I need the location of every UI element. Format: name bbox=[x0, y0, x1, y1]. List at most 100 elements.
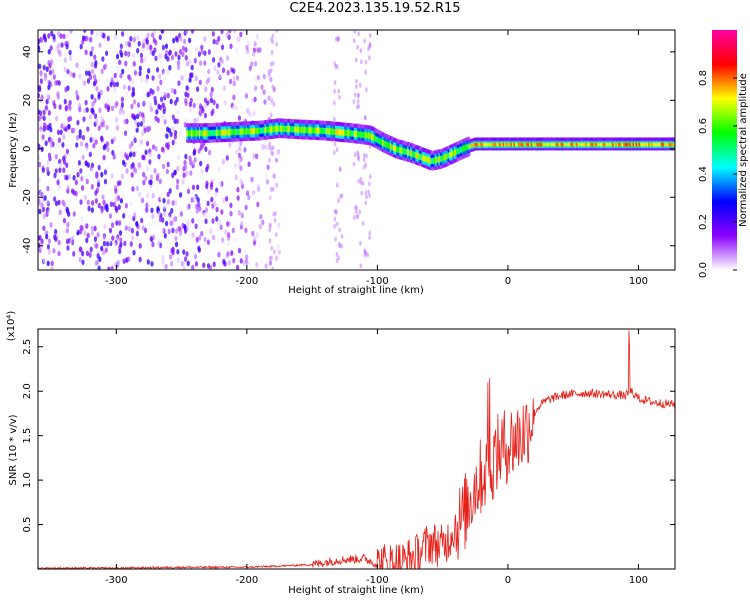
heatmap-cell bbox=[118, 59, 122, 66]
heatmap-cell bbox=[141, 225, 145, 231]
heatmap-cell bbox=[203, 97, 208, 104]
heatmap-cell bbox=[183, 122, 187, 128]
heatmap-cell bbox=[369, 174, 372, 180]
heatmap-cell bbox=[206, 263, 211, 269]
heatmap-cell bbox=[359, 240, 362, 246]
heatmap-cell bbox=[58, 162, 62, 168]
heatmap-cell bbox=[164, 53, 168, 60]
heatmap-cell bbox=[85, 144, 89, 151]
heatmap-cell bbox=[138, 111, 142, 117]
heatmap-cell bbox=[115, 260, 119, 267]
heatmap-cell bbox=[185, 225, 190, 232]
heatmap-cell bbox=[193, 195, 197, 201]
heatmap-cell bbox=[173, 118, 177, 124]
heatmap-cell bbox=[217, 166, 221, 173]
heatmap-cell bbox=[53, 172, 57, 179]
heatmap-cell bbox=[160, 227, 164, 234]
heatmap-cell bbox=[85, 250, 90, 257]
heatmap-cell bbox=[215, 79, 219, 85]
heatmap-cell bbox=[214, 191, 218, 197]
heatmap-cell bbox=[123, 240, 127, 247]
heatmap-cell bbox=[131, 186, 135, 192]
heatmap-cell bbox=[337, 198, 340, 204]
heatmap-cell bbox=[335, 147, 339, 153]
heatmap-cell bbox=[255, 153, 259, 160]
heatmap-cell bbox=[188, 101, 193, 108]
heatmap-cell bbox=[115, 53, 120, 60]
heatmap-cell bbox=[277, 249, 281, 255]
heatmap-cell bbox=[206, 200, 210, 207]
heatmap-cell bbox=[62, 217, 67, 224]
heatmap-cell bbox=[166, 141, 170, 148]
heatmap-cell bbox=[224, 196, 229, 202]
heatmap-cell bbox=[119, 237, 123, 243]
heatmap-cell bbox=[177, 225, 181, 232]
heatmap-cell bbox=[102, 240, 106, 247]
y-tick-label: 1.0 bbox=[22, 472, 33, 488]
heatmap-cell bbox=[232, 30, 237, 34]
heatmap-cell bbox=[128, 214, 132, 220]
heatmap-cell bbox=[87, 70, 91, 77]
heatmap-cell bbox=[171, 200, 175, 206]
heatmap-cell bbox=[197, 148, 201, 154]
heatmap-cell bbox=[184, 153, 188, 160]
heatmap-cell bbox=[98, 256, 102, 263]
heatmap-cell bbox=[198, 79, 202, 86]
heatmap-cell bbox=[131, 78, 135, 85]
heatmap-cell bbox=[164, 263, 168, 270]
heatmap-cell bbox=[198, 111, 203, 117]
heatmap-cell bbox=[250, 176, 254, 183]
heatmap-cell bbox=[261, 219, 265, 226]
heatmap-cell bbox=[146, 32, 150, 39]
heatmap-cell bbox=[191, 232, 195, 239]
heatmap-cell bbox=[121, 192, 125, 198]
heatmap-cell bbox=[193, 57, 197, 64]
heatmap-cell bbox=[80, 82, 84, 89]
heatmap-cell bbox=[354, 57, 358, 63]
heatmap-cell bbox=[182, 261, 186, 267]
heatmap-cell bbox=[47, 33, 51, 39]
heatmap-cell bbox=[46, 185, 50, 192]
heatmap-x-axis: -300 -200 -100 0 100 bbox=[105, 30, 648, 287]
heatmap-cell bbox=[220, 44, 225, 51]
heatmap-cell bbox=[99, 89, 103, 96]
heatmap-cell bbox=[125, 153, 129, 160]
heatmap-cell bbox=[255, 261, 259, 268]
heatmap-cell bbox=[80, 225, 84, 232]
heatmap-cell bbox=[154, 115, 158, 122]
heatmap-cell bbox=[268, 227, 272, 233]
heatmap-cell bbox=[239, 31, 243, 38]
heatmap-cell bbox=[254, 76, 258, 83]
heatmap-cell bbox=[213, 267, 217, 270]
heatmap-cell bbox=[47, 49, 51, 55]
heatmap-cell bbox=[140, 217, 144, 224]
heatmap-cell bbox=[361, 181, 365, 186]
heatmap-cell bbox=[103, 169, 108, 175]
heatmap-cell bbox=[170, 54, 175, 61]
heatmap-cell bbox=[118, 109, 122, 115]
heatmap-cell bbox=[205, 166, 209, 173]
heatmap-cell bbox=[58, 209, 62, 216]
heatmap-cell bbox=[91, 200, 95, 206]
heatmap-cell bbox=[271, 84, 275, 90]
heatmap-cell bbox=[211, 218, 215, 224]
heatmap-cell bbox=[179, 130, 183, 137]
heatmap-cell bbox=[252, 153, 256, 159]
heatmap-cell bbox=[86, 232, 90, 239]
heatmap-cell bbox=[120, 173, 124, 179]
heatmap-cell bbox=[151, 144, 156, 150]
heatmap-cell bbox=[67, 123, 71, 130]
heatmap-cell bbox=[84, 70, 89, 76]
heatmap-cell bbox=[38, 121, 42, 127]
heatmap-cell bbox=[333, 150, 336, 156]
heatmap-cell bbox=[364, 59, 368, 65]
heatmap-cell bbox=[150, 261, 154, 267]
heatmap-cell bbox=[212, 234, 216, 241]
heatmap-cell bbox=[368, 181, 371, 187]
heatmap-cell bbox=[100, 136, 104, 143]
heatmap-cell bbox=[135, 127, 139, 133]
heatmap-cell bbox=[61, 199, 65, 206]
heatmap-cell bbox=[183, 159, 187, 166]
heatmap-cell bbox=[181, 45, 185, 52]
